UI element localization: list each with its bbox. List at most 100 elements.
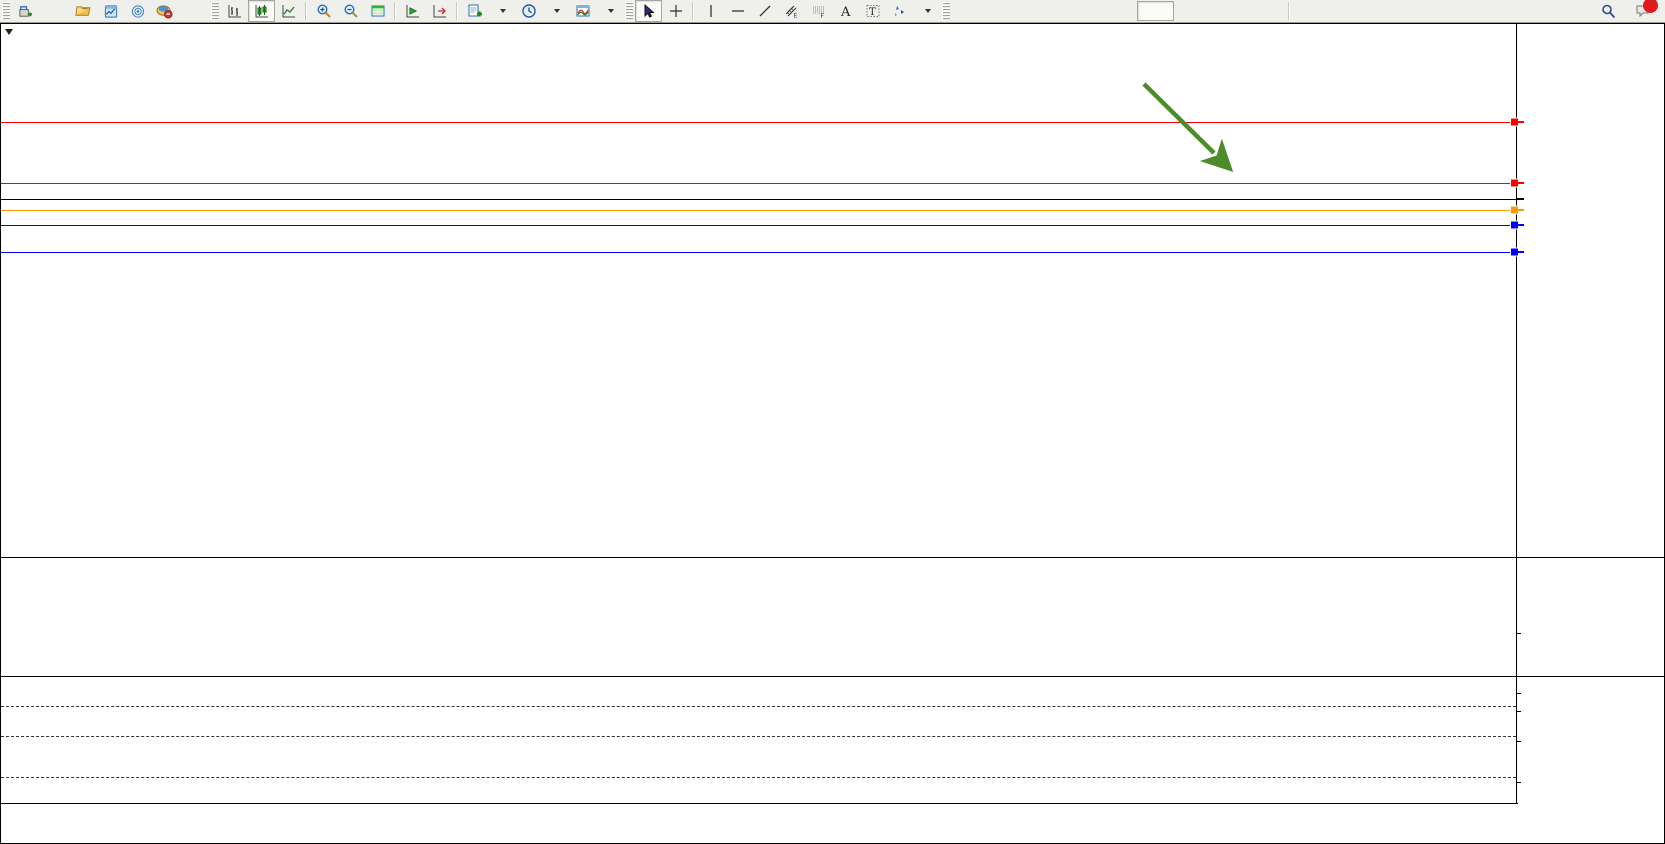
rsi-pane[interactable] [1,677,1664,824]
price-plot[interactable] [1,24,1516,557]
timeframe-w1[interactable] [1211,1,1248,21]
period-dropdown[interactable] [542,0,569,22]
macd-chart [1,558,1516,676]
candlestick-chart [1,24,1516,557]
text-label-icon: T [866,5,879,18]
new-order-label[interactable] [39,0,70,22]
trendline-button[interactable] [751,0,778,22]
zoom-in-icon [316,4,331,18]
timeframe-h4[interactable] [1137,1,1174,21]
svg-text:E: E [793,13,797,20]
macd-plot[interactable] [1,558,1516,676]
zoom-in-button[interactable] [310,0,337,22]
toolbar-separator-4 [692,2,694,20]
auto-trading-button[interactable] [151,0,178,22]
timeframe-mn[interactable] [1248,1,1285,21]
chevron-down-icon [553,9,560,13]
chevron-down-icon [499,9,506,13]
add-indicator-icon [468,4,482,17]
shapes-icon [894,6,904,16]
data-window-button[interactable] [364,0,391,22]
rsi-plot[interactable] [1,677,1516,803]
toolbar-right-group [1595,0,1665,22]
template-icon [576,5,589,17]
shapes-button[interactable] [886,0,913,22]
auto-trading-label[interactable] [178,0,209,22]
text-icon: A [840,5,851,19]
toolbar-grip-4[interactable] [942,2,950,20]
shapes-dropdown[interactable] [913,0,940,22]
period-button[interactable] [515,0,542,22]
macd-pane[interactable] [1,558,1664,677]
resistance-label-2[interactable] [1517,182,1524,184]
toolbar-grip-3[interactable] [625,2,633,20]
crosshair-icon [669,5,682,17]
toolbar-separator-2 [394,2,396,20]
macd-scale[interactable] [1516,558,1664,676]
equidistant-channel-button[interactable]: E [778,0,805,22]
search-button[interactable] [1595,0,1622,22]
resistance-line-1[interactable] [1,122,1516,123]
support-line-2[interactable] [1,252,1516,253]
support-label-1[interactable] [1517,224,1524,226]
pivot-line[interactable] [1,210,1516,211]
down-arrow-annotation[interactable] [1136,76,1256,186]
chevron-down-icon [924,9,931,13]
pivot-label[interactable] [1517,209,1524,211]
templates-button[interactable] [569,0,596,22]
add-indicator-button[interactable] [461,0,488,22]
resistance-label-1[interactable] [1517,121,1524,123]
add-indicator-dropdown[interactable] [488,0,515,22]
auto-scroll-button[interactable] [426,0,453,22]
market-watch-button[interactable] [97,0,124,22]
time-axis[interactable] [1,803,1518,824]
chart-collapse-arrow[interactable] [5,29,13,35]
rsi-scale[interactable] [1516,677,1664,824]
folder-button[interactable] [70,0,97,22]
chart-window[interactable] [0,23,1665,844]
auto-trading-icon [156,4,173,19]
horizontal-line-button[interactable] [724,0,751,22]
candlestick-icon [255,5,268,18]
fibonacci-button[interactable]: F [805,0,832,22]
current-price-line[interactable] [1,199,1516,200]
vertical-line-button[interactable] [697,0,724,22]
equidistant-channel-icon: E [785,5,797,20]
timeframe-d1[interactable] [1174,1,1211,21]
price-scale[interactable] [1510,24,1664,557]
toolbar-separator-5 [1288,2,1290,20]
new-order-button[interactable] [12,0,39,22]
support-line-1[interactable] [1,225,1516,226]
text-label-button[interactable]: T [859,0,886,22]
zoom-out-button[interactable] [337,0,364,22]
resistance-line-2[interactable] [1,183,1516,184]
new-order-icon [19,5,33,17]
svg-text:F: F [820,13,824,19]
toolbar-grip-2[interactable] [211,2,219,20]
rsi-chart [1,677,1516,789]
chart-shift-button[interactable] [399,0,426,22]
templates-dropdown[interactable] [596,0,623,22]
svg-text:T: T [869,7,876,18]
bar-chart-button[interactable] [221,0,248,22]
line-chart-icon [282,5,295,18]
text-button[interactable]: A [832,0,859,22]
notifications-button[interactable] [1630,0,1658,22]
navigator-button[interactable] [124,0,151,22]
candlestick-chart-button[interactable] [248,0,275,22]
timeframe-m30[interactable] [1063,1,1100,21]
cursor-button[interactable] [635,0,662,22]
horizontal-line-icon [731,10,744,12]
timeframe-m15[interactable] [1026,1,1063,21]
timeframe-h1[interactable] [1100,1,1137,21]
price-pane[interactable] [1,24,1664,558]
bar-chart-icon [228,5,241,18]
toolbar-grip[interactable] [2,2,10,20]
rsi-level-80 [1,706,1516,707]
timeframe-m1[interactable] [952,1,989,21]
line-chart-button[interactable] [275,0,302,22]
timeframe-m5[interactable] [989,1,1026,21]
current-price-label [1517,198,1524,200]
support-label-2[interactable] [1517,251,1524,253]
crosshair-button[interactable] [662,0,689,22]
